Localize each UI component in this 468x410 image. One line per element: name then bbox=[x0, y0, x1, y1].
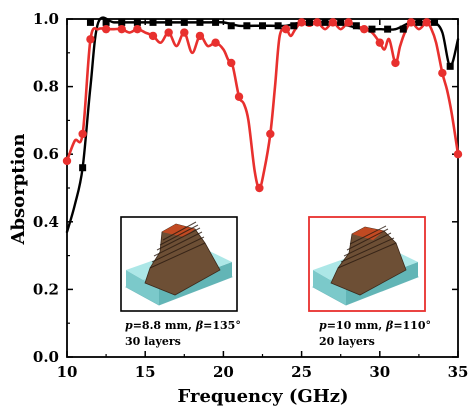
series-2-point bbox=[117, 24, 126, 34]
series-markers bbox=[62, 18, 463, 193]
inset-structure-drawing-1 bbox=[125, 221, 233, 306]
series-lines bbox=[65, 16, 460, 234]
series-1-point bbox=[337, 18, 345, 26]
series-2-point bbox=[227, 58, 236, 68]
y-tick-label: 0.8 bbox=[33, 78, 59, 96]
series-1-point bbox=[446, 62, 454, 70]
y-axis-title: Absorption bbox=[8, 133, 29, 245]
inset-caption-1-line2: 30 layers bbox=[125, 335, 181, 348]
series-2-point bbox=[422, 18, 431, 27]
series-1-point bbox=[431, 18, 439, 26]
series-2-point bbox=[391, 58, 400, 68]
series-1-point bbox=[305, 18, 313, 26]
series-2-point bbox=[406, 18, 416, 27]
series-2-point bbox=[164, 28, 173, 37]
inset-structure-2: p=10 mm, β=110° 20 layers bbox=[308, 216, 431, 348]
series-1-point bbox=[290, 22, 298, 30]
inset-caption-2-param-beta: β bbox=[385, 319, 394, 332]
inset-caption-1-param-p: p bbox=[125, 319, 133, 332]
series-2-point bbox=[86, 35, 95, 44]
inset-caption-1-param-beta: β bbox=[195, 319, 204, 332]
series-2-point bbox=[438, 68, 447, 78]
series-1-point bbox=[227, 22, 235, 30]
x-axis-ticks: 10 15 20 25 30 35 bbox=[57, 19, 468, 381]
series-2-point bbox=[78, 129, 87, 139]
series-1-point bbox=[384, 25, 392, 33]
series-2-point bbox=[266, 129, 275, 139]
series-1-point bbox=[165, 18, 173, 26]
y-tick-label: 1.0 bbox=[33, 10, 59, 28]
series-1-point bbox=[352, 22, 360, 30]
series-2-point bbox=[359, 24, 369, 34]
x-tick-label: 35 bbox=[448, 363, 468, 381]
series-1-point bbox=[368, 25, 376, 33]
series-2-point bbox=[234, 92, 244, 101]
inset-caption-1-param-p-value: =8.8 mm, bbox=[133, 319, 196, 332]
series-2-point bbox=[180, 28, 189, 37]
series-1-point bbox=[243, 22, 251, 30]
y-tick-label: 0.4 bbox=[33, 213, 59, 231]
inset-caption-2-line1: p=10 mm, β=110° bbox=[319, 319, 431, 332]
inset-caption-2-param-beta-value: =110° bbox=[393, 319, 431, 332]
series-1-point bbox=[149, 18, 157, 26]
series-1-point bbox=[399, 25, 407, 33]
series-1-point bbox=[415, 18, 423, 26]
inset-caption-2-line2: 20 layers bbox=[319, 335, 375, 348]
inset-caption-2-param-p-value: =10 mm, bbox=[327, 319, 386, 332]
series-1-point bbox=[86, 18, 94, 26]
x-tick-label: 10 bbox=[57, 363, 78, 381]
y-tick-label: 0.2 bbox=[33, 280, 59, 298]
y-tick-label: 0.0 bbox=[33, 348, 59, 366]
series-1-point bbox=[118, 18, 126, 26]
series-2-point bbox=[297, 18, 306, 27]
inset-caption-1-param-beta-value: =135° bbox=[203, 319, 241, 332]
series-2-line bbox=[65, 21, 460, 190]
x-axis-title: Frequency (GHz) bbox=[178, 386, 349, 407]
series-1-point bbox=[274, 22, 282, 30]
y-tick-label: 0.6 bbox=[33, 145, 59, 163]
inset-caption-2-param-p: p bbox=[319, 319, 327, 332]
series-1-point bbox=[180, 18, 188, 26]
series-1-point bbox=[212, 18, 220, 26]
series-2-point bbox=[344, 18, 353, 27]
series-2-point bbox=[281, 24, 291, 34]
series-2-point bbox=[211, 38, 220, 47]
series-2-point bbox=[313, 18, 322, 27]
series-1-point bbox=[79, 164, 87, 172]
series-1-point bbox=[196, 18, 204, 26]
inset-caption-1-line1: p=8.8 mm, β=135° bbox=[125, 319, 241, 332]
series-2-point bbox=[255, 183, 264, 193]
series-2-point bbox=[375, 38, 384, 47]
series-2-point bbox=[133, 24, 142, 34]
x-tick-label: 20 bbox=[213, 363, 234, 381]
inset-structure-1: p=8.8 mm, β=135° 30 layers bbox=[120, 216, 241, 348]
series-2-point bbox=[328, 18, 338, 27]
inset-structure-drawing-2 bbox=[312, 225, 419, 306]
series-2-point bbox=[62, 156, 72, 166]
series-1-point bbox=[259, 22, 266, 30]
series-1-point bbox=[102, 18, 110, 26]
series-2-point bbox=[453, 150, 463, 159]
x-tick-label: 15 bbox=[135, 363, 156, 381]
x-tick-label: 30 bbox=[369, 363, 390, 381]
series-2-point bbox=[148, 31, 158, 41]
x-tick-label: 25 bbox=[291, 363, 312, 381]
series-2-point bbox=[101, 24, 111, 34]
series-1-point bbox=[321, 18, 329, 26]
series-2-point bbox=[195, 31, 205, 41]
y-axis-ticks: 0.0 0.2 0.4 0.6 0.8 1.0 bbox=[33, 10, 458, 366]
series-1-point bbox=[133, 18, 141, 26]
